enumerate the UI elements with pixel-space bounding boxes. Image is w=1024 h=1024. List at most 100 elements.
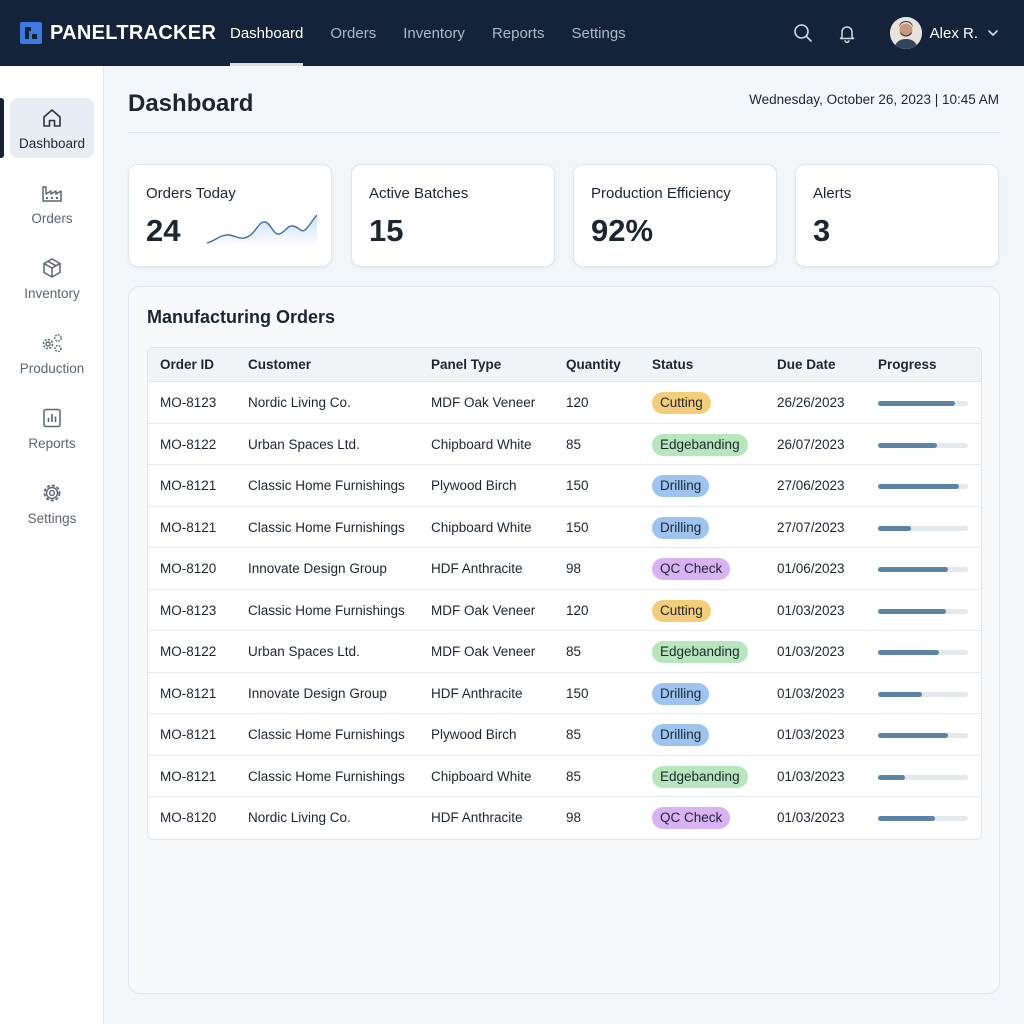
- table-row[interactable]: MO-8122 Urban Spaces Ltd. MDF Oak Veneer 85…: [148, 631, 981, 673]
- user-name[interactable]: Alex R.: [929, 24, 978, 42]
- gears-icon: [42, 333, 62, 352]
- column-header-customer[interactable]: Customer: [248, 357, 312, 372]
- due-date-cell: 01/03/2023: [777, 810, 845, 825]
- stat-value: 24: [146, 213, 181, 248]
- quantity-cell: 150: [566, 478, 589, 493]
- progress-bar: [878, 774, 968, 780]
- table-row[interactable]: MO-8121 Classic Home Furnishings Plywood B…: [148, 465, 981, 507]
- status-badge: Edgebanding: [652, 433, 748, 456]
- due-date-cell: 01/03/2023: [777, 685, 845, 701]
- stat-card-production-efficiency[interactable]: Production Efficiency 92%: [573, 164, 777, 267]
- column-header-due-date[interactable]: Due Date: [777, 357, 836, 372]
- progress-bar: [878, 401, 968, 406]
- column-header-status[interactable]: Status: [652, 357, 694, 372]
- stat-label: Production Efficiency: [591, 185, 731, 202]
- order-id-cell: MO-8122: [160, 436, 217, 452]
- progress-bar-fill: [878, 567, 949, 572]
- panel-type-cell: Plywood Birch: [431, 478, 517, 493]
- table-row[interactable]: MO-8121 Innovate Design Group HDF Anthraci…: [148, 673, 981, 714]
- table-header: Order ID Customer Panel Type Quantity St…: [148, 348, 981, 382]
- panel-type-cell: Plywood Birch: [431, 727, 517, 742]
- due-date-cell: 01/03/2023: [777, 644, 845, 659]
- stat-card-alerts[interactable]: Alerts 3: [795, 164, 999, 267]
- sidebar-item-dashboard[interactable]: Dashboard: [10, 98, 94, 158]
- order-id-cell: MO-8123: [160, 395, 217, 410]
- customer-cell: Urban Spaces Ltd.: [248, 644, 360, 659]
- top-bar: PANELTRACKER Dashboard Orders Inventory …: [0, 0, 1024, 66]
- stat-card-orders-today[interactable]: Orders Today 24: [128, 164, 332, 267]
- status-badge: Edgebanding: [652, 765, 748, 788]
- panel-type-cell: HDF Anthracite: [431, 561, 523, 576]
- column-header-quantity[interactable]: Quantity: [566, 357, 621, 372]
- search-icon[interactable]: [792, 22, 814, 44]
- quantity-cell: 120: [566, 395, 589, 410]
- stat-card-active-batches[interactable]: Active Batches 15: [351, 164, 555, 267]
- due-date-cell: 27/06/2023: [777, 478, 845, 493]
- nav-inventory[interactable]: Inventory: [403, 24, 465, 42]
- table-row[interactable]: MO-8123 Classic Home Furnishings MDF Oak V…: [148, 590, 981, 631]
- status-badge: Drilling: [652, 724, 710, 746]
- quantity-cell: 85: [566, 436, 582, 452]
- progress-bar-fill: [878, 608, 947, 614]
- panel-type-cell: MDF Oak Veneer: [431, 602, 536, 618]
- nav-reports[interactable]: Reports: [491, 24, 545, 42]
- panel-type-cell: HDF Anthracite: [431, 685, 523, 701]
- bell-icon[interactable]: [836, 22, 858, 44]
- progress-bar-fill: [878, 774, 905, 780]
- status-badge: Cutting: [652, 392, 711, 414]
- due-date-cell: 01/03/2023: [777, 768, 845, 784]
- sidebar-item-production[interactable]: Production: [10, 323, 94, 383]
- due-date-cell: 27/07/2023: [777, 519, 845, 535]
- panel-type-cell: MDF Oak Veneer: [431, 395, 536, 410]
- customer-cell: Classic Home Furnishings: [248, 519, 405, 535]
- top-actions: Alex R.: [792, 0, 1024, 66]
- nav-dashboard[interactable]: Dashboard: [230, 0, 304, 66]
- panel-type-cell: Chipboard White: [431, 768, 532, 784]
- progress-bar: [878, 442, 968, 448]
- table-row[interactable]: MO-8122 Urban Spaces Ltd. Chipboard White 8…: [148, 424, 981, 465]
- manufacturing-orders-panel: Manufacturing Orders Order ID Customer P…: [128, 286, 1000, 994]
- quantity-cell: 85: [566, 768, 582, 784]
- nav-orders[interactable]: Orders: [330, 24, 377, 42]
- due-date-cell: 26/07/2023: [777, 436, 845, 452]
- column-header-order-id[interactable]: Order ID: [160, 357, 215, 372]
- stat-label: Orders Today: [146, 185, 236, 202]
- sidebar-item-settings[interactable]: Settings: [10, 473, 94, 533]
- customer-cell: Nordic Living Co.: [248, 810, 351, 825]
- factory-icon: [42, 185, 62, 202]
- progress-bar-fill: [878, 525, 912, 531]
- table-row[interactable]: MO-8121 Classic Home Furnishings Plywood B…: [148, 714, 981, 756]
- progress-bar-fill: [878, 691, 923, 697]
- order-id-cell: MO-8121: [160, 519, 217, 535]
- sidebar-item-orders[interactable]: Orders: [10, 173, 94, 233]
- sidebar-item-label: Production: [19, 360, 85, 376]
- table-row[interactable]: MO-8120 Innovate Design Group HDF Anthraci…: [148, 548, 981, 590]
- page-title: Dashboard: [128, 90, 254, 117]
- panel-type-cell: MDF Oak Veneer: [431, 644, 536, 659]
- table-row[interactable]: MO-8120 Nordic Living Co. HDF Anthracite 98…: [148, 797, 981, 839]
- column-header-progress[interactable]: Progress: [878, 357, 937, 372]
- panel-type-cell: Chipboard White: [431, 436, 532, 452]
- chevron-down-icon[interactable]: [986, 26, 1000, 40]
- progress-bar: [878, 650, 968, 655]
- customer-cell: Innovate Design Group: [248, 685, 387, 701]
- table-row[interactable]: MO-8123 Nordic Living Co. MDF Oak Veneer 12…: [148, 382, 981, 424]
- table-row[interactable]: MO-8121 Classic Home Furnishings Chipboard…: [148, 507, 981, 548]
- orders-table: Order ID Customer Panel Type Quantity St…: [147, 347, 982, 840]
- nav-settings[interactable]: Settings: [571, 24, 626, 42]
- table-row[interactable]: MO-8121 Classic Home Furnishings Chipboard…: [148, 756, 981, 797]
- progress-bar-fill: [878, 442, 937, 448]
- progress-bar: [878, 608, 968, 614]
- brand[interactable]: PANELTRACKER: [20, 22, 230, 45]
- order-id-cell: MO-8121: [160, 768, 217, 784]
- sidebar-item-reports[interactable]: Reports: [10, 398, 94, 458]
- top-nav: Dashboard Orders Inventory Reports Setti…: [230, 0, 653, 66]
- avatar[interactable]: [889, 17, 922, 49]
- column-header-panel-type[interactable]: Panel Type: [431, 357, 502, 372]
- panel-title: Manufacturing Orders: [147, 307, 336, 327]
- stat-value: 92%: [591, 213, 654, 248]
- order-id-cell: MO-8123: [160, 602, 217, 618]
- quantity-cell: 85: [566, 644, 582, 659]
- sidebar-item-inventory[interactable]: Inventory: [10, 248, 94, 308]
- stat-value: 15: [369, 213, 404, 248]
